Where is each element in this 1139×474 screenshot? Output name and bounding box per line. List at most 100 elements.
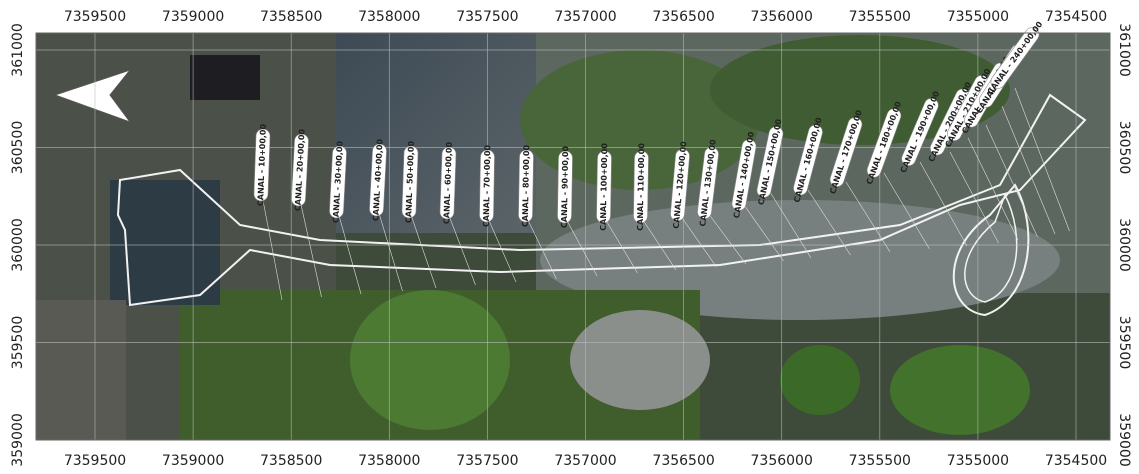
- leader-line: [985, 124, 1038, 238]
- y-coord-label: 360000: [1116, 218, 1132, 271]
- grid: 7359500 7359500 7359000 7359000 7358500 73585…: [10, 9, 1132, 469]
- leader-line: [743, 204, 784, 262]
- canal-label-text: CANAL - 80+00,00: [521, 144, 531, 227]
- x-coord-label: 7356000: [751, 453, 813, 469]
- canal-label: CANAL - 60+00,00: [439, 141, 457, 224]
- x-coord-label: 7358500: [260, 9, 322, 25]
- y-coord-label: 359000: [10, 413, 26, 466]
- x-coord-label: 7358500: [260, 453, 322, 469]
- north-arrow: [53, 68, 132, 124]
- canal-label-text: CANAL - 90+00,00: [560, 145, 570, 228]
- leader-line: [807, 189, 851, 256]
- y-coord-label: 359000: [1116, 413, 1132, 466]
- canal-label-text: CANAL - 100+00,00: [599, 143, 610, 231]
- label-pill: [866, 108, 902, 178]
- canal-label: CANAL - 40+00,00: [369, 138, 387, 221]
- label-pill: [369, 143, 387, 217]
- x-coord-label: 7354500: [1045, 453, 1107, 469]
- x-coord-label: 7357000: [554, 9, 616, 25]
- canal-label-text: CANAL - 70+00,00: [482, 144, 492, 227]
- x-coord-label: 7357500: [456, 453, 518, 469]
- label-pill: [901, 98, 939, 166]
- leader-line: [919, 161, 968, 247]
- canal-label: CANAL - 110+00,00: [633, 143, 649, 231]
- x-coord-label: 7356000: [751, 9, 813, 25]
- canal-label-text: CANAL - 50+00,00: [404, 140, 416, 223]
- label-pill: [401, 145, 419, 219]
- label-pill: [329, 145, 347, 219]
- y-coord-label: 361000: [10, 23, 26, 76]
- x-coord-label: 7355000: [947, 9, 1009, 25]
- canal-label: CANAL - 120+00,00: [670, 141, 690, 229]
- y-coord-label: 359500: [10, 316, 26, 369]
- label-pill: [670, 148, 690, 222]
- leader-line: [525, 215, 557, 280]
- leader-line: [261, 194, 283, 301]
- x-coord-label: 7359500: [64, 453, 126, 469]
- canal-label: CANAL - 20+00,00: [291, 128, 309, 211]
- y-coord-label: 359500: [1116, 316, 1132, 369]
- x-coord-label: 7359500: [64, 9, 126, 25]
- canal-label-text: CANAL - 20+00,00: [293, 128, 306, 211]
- leader-line: [486, 215, 517, 283]
- label-pill: [731, 139, 757, 211]
- label-pill: [793, 124, 823, 196]
- leader-line: [883, 172, 930, 250]
- leader-line: [603, 216, 638, 274]
- x-coord-label: 7357000: [554, 453, 616, 469]
- canal-label: CANAL - 70+00,00: [479, 144, 495, 227]
- x-coord-label: 7356500: [652, 453, 714, 469]
- label-pill: [990, 27, 1040, 89]
- x-coord-label: 7358000: [358, 9, 420, 25]
- canal-label: CANAL - 30+00,00: [329, 140, 347, 223]
- label-pill: [518, 149, 534, 223]
- y-coord-label: 360500: [10, 121, 26, 174]
- canal-label-text: CANAL - 10+00,00: [256, 123, 268, 206]
- leader-line: [769, 191, 812, 259]
- label-pill: [291, 133, 309, 207]
- canal-label: CANAL - 50+00,00: [401, 140, 419, 223]
- label-pill: [479, 149, 495, 223]
- x-coord-label: 7359000: [162, 453, 224, 469]
- leader-line: [640, 216, 677, 271]
- leader-line: [299, 199, 322, 298]
- x-coord-label: 7355500: [849, 9, 911, 25]
- x-coord-label: 7355000: [947, 453, 1009, 469]
- canal-label: CANAL - 90+00,00: [557, 145, 573, 228]
- leader-line: [409, 211, 437, 289]
- leader-line: [337, 211, 362, 295]
- x-coord-label: 7359000: [162, 9, 224, 25]
- canal-label-text: CANAL - 30+00,00: [331, 140, 344, 223]
- map-frame: [35, 32, 1111, 441]
- y-coord-label: 361000: [1116, 23, 1132, 76]
- canal-label: CANAL - 80+00,00: [518, 144, 534, 227]
- label-pill: [633, 150, 649, 224]
- label-pill: [557, 150, 573, 224]
- leader-line: [564, 216, 598, 277]
- canal-label: CANAL - 100+00,00: [596, 143, 612, 231]
- x-coord-label: 7355500: [849, 453, 911, 469]
- label-pill: [253, 128, 271, 202]
- y-coord-label: 360500: [1116, 121, 1132, 174]
- canal-label: CANAL - 10+00,00: [253, 123, 271, 206]
- leader-line: [447, 212, 476, 286]
- leader-line: [1014, 87, 1070, 232]
- leader-line: [949, 151, 999, 244]
- x-coord-label: 7356500: [652, 9, 714, 25]
- leader-line: [377, 209, 403, 292]
- leader-line: [707, 212, 747, 265]
- label-pill: [596, 150, 612, 224]
- leader-line: [845, 181, 891, 253]
- leader-line: [967, 137, 1019, 241]
- x-coord-label: 7357500: [456, 9, 518, 25]
- imagery: [36, 33, 1110, 440]
- label-pill: [756, 126, 784, 198]
- label-pill: [439, 146, 457, 220]
- leader-line: [679, 214, 717, 268]
- canal-label-text: CANAL - 110+00,00: [636, 143, 647, 231]
- x-coord-label: 7354500: [1045, 9, 1107, 25]
- label-pill: [697, 146, 719, 220]
- canal-label-text: CANAL - 60+00,00: [442, 141, 454, 224]
- x-coord-label: 7358000: [358, 453, 420, 469]
